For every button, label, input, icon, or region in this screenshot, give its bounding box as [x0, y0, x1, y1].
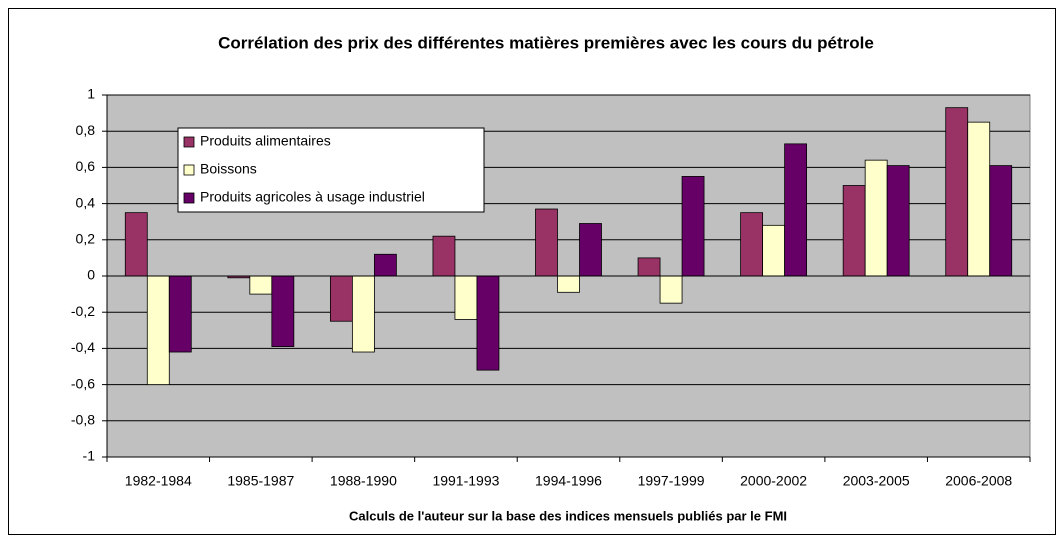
bar — [945, 107, 969, 277]
bar — [740, 212, 764, 277]
x-tick-label: 1988-1990 — [330, 473, 397, 489]
bar — [842, 185, 866, 277]
bar — [271, 275, 295, 347]
bar — [351, 275, 375, 353]
y-tick-label: -0,2 — [71, 303, 95, 319]
legend-label: Boissons — [200, 161, 257, 177]
y-tick-label: 0,6 — [76, 158, 96, 174]
bar — [886, 165, 910, 277]
bar — [432, 235, 456, 277]
bar — [989, 165, 1013, 277]
bar — [535, 208, 558, 277]
bar — [557, 275, 580, 293]
legend-box — [177, 127, 485, 213]
y-tick-label: -0,6 — [71, 375, 95, 391]
y-tick-label: 1 — [87, 86, 95, 102]
bar — [124, 212, 148, 277]
y-tick-label: -0,4 — [71, 339, 95, 355]
bar — [146, 275, 170, 385]
y-tick-label: -0,8 — [71, 412, 95, 428]
bar — [168, 275, 192, 353]
legend-swatch — [183, 164, 195, 176]
bar — [784, 143, 808, 277]
y-tick-label: 0 — [87, 267, 95, 283]
chart-title: Corrélation des prix des différentes mat… — [218, 33, 874, 52]
bar — [454, 275, 478, 320]
y-tick-label: 0,8 — [76, 122, 96, 138]
x-axis-label: Calculs de l'auteur sur la base des indi… — [349, 508, 787, 523]
bar — [681, 176, 705, 277]
legend-label: Produits alimentaires — [200, 133, 331, 149]
bar — [476, 275, 500, 371]
bar — [249, 275, 273, 295]
x-tick-label: 1985-1987 — [227, 473, 294, 489]
x-tick-label: 1994-1996 — [535, 473, 602, 489]
y-tick-label: 0,4 — [76, 194, 96, 210]
legend-swatch — [183, 136, 195, 148]
x-tick-label: 1997-1999 — [638, 473, 705, 489]
bar — [967, 121, 991, 277]
bar — [373, 253, 397, 277]
x-tick-label: 1982-1984 — [125, 473, 192, 489]
bar — [637, 257, 661, 277]
x-tick-label: 2006-2008 — [945, 473, 1012, 489]
bar — [329, 275, 353, 322]
bar — [762, 224, 786, 277]
bar — [659, 275, 683, 304]
y-tick-label: -1 — [83, 448, 96, 464]
x-tick-label: 2000-2002 — [740, 473, 807, 489]
legend-swatch — [183, 192, 195, 204]
x-tick-label: 2003-2005 — [843, 473, 910, 489]
bar — [579, 223, 602, 277]
y-tick-label: 0,2 — [76, 231, 96, 247]
legend-label: Produits agricoles à usage industriel — [200, 189, 425, 205]
bar — [864, 159, 888, 277]
x-tick-label: 1991-1993 — [432, 473, 499, 489]
